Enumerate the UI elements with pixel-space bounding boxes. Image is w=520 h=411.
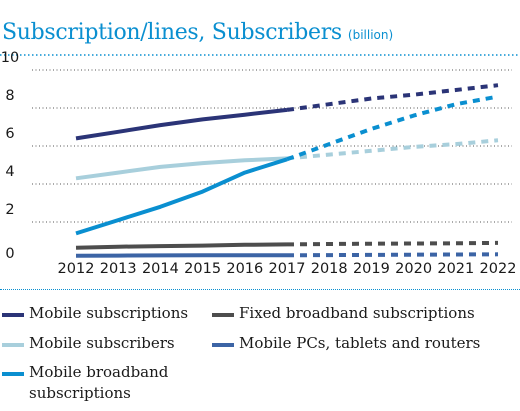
legend-swatch [2, 313, 24, 317]
y-tick-label: 4 [5, 164, 14, 180]
series-line-actual [75, 242, 288, 250]
series-line-forecast [286, 138, 499, 161]
x-tick-label: 2014 [142, 261, 179, 277]
x-tick-label: 2015 [184, 261, 221, 277]
chart-title: Subscription/lines, Subscribers (billion) [2, 20, 393, 45]
x-tick-label: 2018 [311, 261, 348, 277]
series-line-actual [75, 107, 288, 141]
y-tick-label: 0 [5, 246, 14, 262]
chart-unit: (billion) [347, 28, 394, 42]
legend-label: Mobile PCs, tablets and routers [239, 334, 481, 352]
series-line-forecast [286, 94, 499, 162]
y-tick-label: 8 [5, 88, 14, 104]
legend-swatch [2, 372, 24, 376]
y-tick-label: 10 [1, 50, 19, 66]
y-tick-label: 6 [5, 126, 14, 142]
legend-swatch [212, 343, 234, 347]
series-line-forecast [286, 240, 499, 247]
chart-title-text: Subscription/lines, Subscribers [2, 20, 342, 45]
legend-label: Mobile subscriptions [29, 304, 189, 322]
x-tick-label: 2016 [226, 261, 263, 277]
x-tick-label: 2020 [395, 261, 432, 277]
y-tick-label: 2 [5, 202, 14, 218]
x-tick-label: 2017 [269, 261, 306, 277]
legend-swatch [212, 313, 234, 317]
series-line-forecast [286, 252, 499, 258]
legend-item-mobile-broadband: Mobile broadband subscriptions [2, 362, 192, 406]
legend-item-mobile-pcs: Mobile PCs, tablets and routers [212, 333, 512, 355]
series-line-forecast [286, 83, 499, 112]
legend-swatch [2, 343, 24, 347]
series-line-actual [75, 157, 288, 236]
x-tick-label: 2019 [353, 261, 390, 277]
x-tick-label: 2021 [437, 261, 474, 277]
x-tick-label: 2022 [480, 261, 517, 277]
series-line-actual [75, 253, 287, 258]
x-tick-label: 2012 [58, 261, 95, 277]
line-chart: 0 2 4 6 8 10 2012 2013 2014 2015 2016 2017 2018 2019… [0, 50, 520, 277]
legend-item-mobile-subscribers: Mobile subscribers [2, 333, 232, 355]
x-tick-label: 2013 [100, 261, 137, 277]
legend-item-mobile-subscriptions: Mobile subscriptions [2, 303, 232, 325]
legend-label: Mobile broadband subscriptions [29, 363, 169, 402]
legend-label: Fixed broadband subscriptions [239, 304, 475, 322]
series-line-actual [75, 156, 288, 181]
legend-item-fixed-broadband: Fixed broadband subscriptions [212, 303, 512, 325]
legend-divider [0, 289, 520, 290]
legend-label: Mobile subscribers [29, 334, 175, 352]
